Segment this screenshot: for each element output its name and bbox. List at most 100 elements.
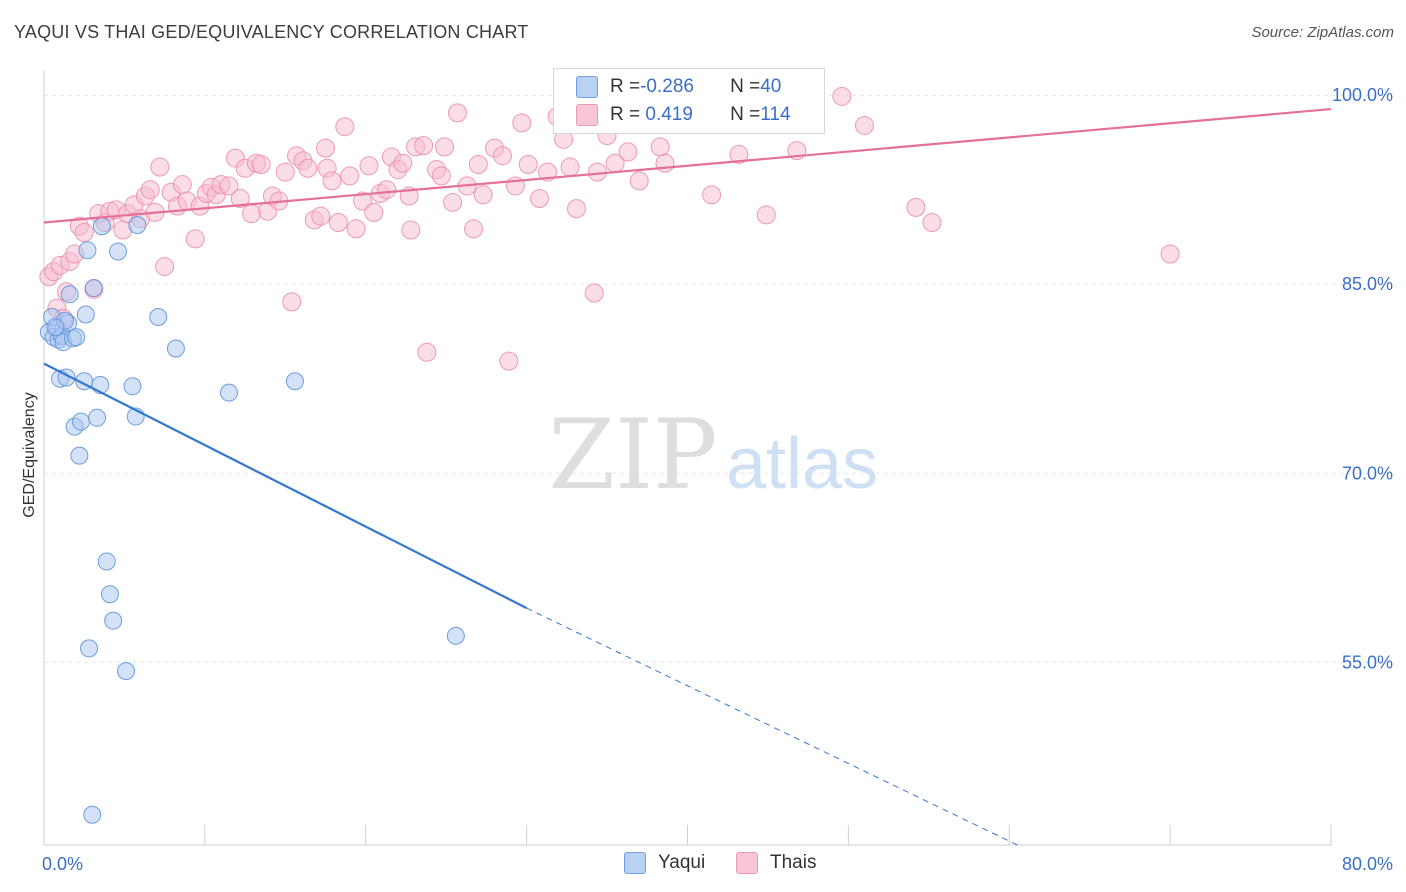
watermark-atlas: atlas: [726, 424, 878, 504]
thais-point: [854, 115, 874, 135]
x-tick-label: 0.0%: [42, 854, 83, 874]
yaqui-swatch: [576, 76, 598, 98]
yaqui-point: [220, 383, 239, 402]
yaqui-point: [70, 446, 89, 465]
thais-point: [311, 206, 331, 226]
yaqui-point: [92, 217, 111, 236]
thais-point: [447, 103, 467, 123]
yaqui-point: [46, 318, 65, 337]
legend-row-yaqui: R = -0.286 N = 40: [554, 73, 781, 101]
thais-point: [251, 155, 271, 175]
thais-point: [464, 219, 484, 239]
thais-point: [140, 180, 160, 200]
gridlines: [44, 94, 1392, 663]
thais-point: [702, 185, 722, 205]
yaqui-point: [149, 307, 168, 326]
yaqui-point: [128, 216, 147, 234]
thais-point: [230, 189, 250, 209]
yaqui-point: [76, 305, 95, 324]
bottom-thais-swatch: [736, 852, 758, 874]
yaqui-r-label: R =: [610, 76, 641, 97]
thais-point: [282, 292, 302, 312]
legend-row-thais: R = 0.419 N = 114: [554, 101, 791, 129]
thais-point: [431, 166, 451, 186]
thais-point: [364, 202, 384, 222]
thais-swatch: [576, 104, 598, 126]
yaqui-point: [72, 412, 91, 431]
y-tick-label: 55.0%: [1342, 652, 1393, 672]
yaqui-trend-line: [43, 362, 528, 610]
series-yaqui-points: [39, 216, 465, 824]
yaqui-point: [109, 242, 128, 261]
yaqui-point: [78, 241, 97, 260]
yaqui-point: [123, 377, 142, 396]
thais-point: [435, 137, 455, 157]
tick-labels: 55.0% 70.0% 85.0% 100.0% 0.0% 80.0%: [42, 85, 1393, 874]
thais-point: [335, 117, 355, 137]
thais-point: [414, 136, 434, 156]
thais-point: [172, 175, 192, 195]
yaqui-point: [104, 611, 123, 630]
thais-point: [298, 158, 318, 178]
thais-point: [353, 191, 373, 211]
thais-point: [650, 137, 670, 157]
watermark-zip: ZIP: [548, 399, 717, 511]
yaqui-point: [166, 339, 185, 358]
source-credit: Source: ZipAtlas.com: [1251, 24, 1394, 41]
thais-point: [518, 155, 538, 175]
thais-n-label: N =: [730, 104, 761, 125]
bottom-legend-yaqui: Yaqui: [624, 852, 705, 874]
thais-point: [219, 176, 239, 196]
yaqui-point: [83, 805, 102, 824]
thais-point: [499, 351, 519, 371]
thais-point: [242, 204, 262, 224]
thais-point: [359, 156, 379, 176]
thais-point: [401, 220, 421, 240]
thais-point: [377, 180, 397, 200]
x-tick-label: 80.0%: [1342, 854, 1393, 874]
yaqui-point: [67, 328, 86, 347]
thais-point: [316, 138, 336, 158]
yaqui-point: [97, 552, 116, 571]
thais-point: [150, 157, 170, 177]
thais-point: [473, 185, 493, 205]
thais-point: [584, 283, 604, 303]
thais-point: [155, 257, 175, 277]
yaqui-point: [88, 408, 107, 427]
thais-point: [560, 157, 580, 177]
yaqui-n-label: N =: [730, 76, 761, 97]
bottom-yaqui-label: Yaqui: [658, 852, 706, 873]
bottom-thais-label: Thais: [770, 852, 817, 873]
yaqui-point: [100, 585, 119, 604]
thais-r-label: R =: [610, 104, 641, 125]
yaqui-point: [285, 372, 304, 391]
y-tick-label: 100.0%: [1332, 85, 1393, 105]
yaqui-point: [117, 662, 136, 681]
thais-point: [629, 171, 649, 191]
thais-point: [417, 342, 437, 362]
thais-point: [346, 219, 366, 239]
yaqui-point: [446, 626, 465, 645]
thais-point: [922, 212, 942, 232]
y-tick-label: 70.0%: [1342, 463, 1393, 483]
thais-point: [74, 223, 94, 243]
thais-point: [618, 142, 638, 162]
thais-trend-line: [43, 107, 1332, 224]
thais-point: [468, 155, 488, 175]
bottom-yaqui-swatch: [624, 852, 646, 874]
thais-n-value: 114: [760, 104, 791, 125]
series-thais-points: [39, 86, 1180, 371]
thais-point: [443, 192, 463, 212]
y-tick-label: 85.0%: [1342, 274, 1393, 294]
watermark: ZIP atlas: [548, 399, 878, 511]
thais-point: [275, 162, 295, 182]
yaqui-n-value: 40: [760, 76, 782, 97]
thais-point: [538, 162, 558, 182]
thais-point: [529, 189, 549, 209]
yaqui-point: [60, 285, 79, 304]
thais-point: [832, 86, 852, 106]
thais-point: [328, 212, 348, 232]
thais-point: [185, 229, 205, 249]
thais-point: [492, 146, 512, 166]
